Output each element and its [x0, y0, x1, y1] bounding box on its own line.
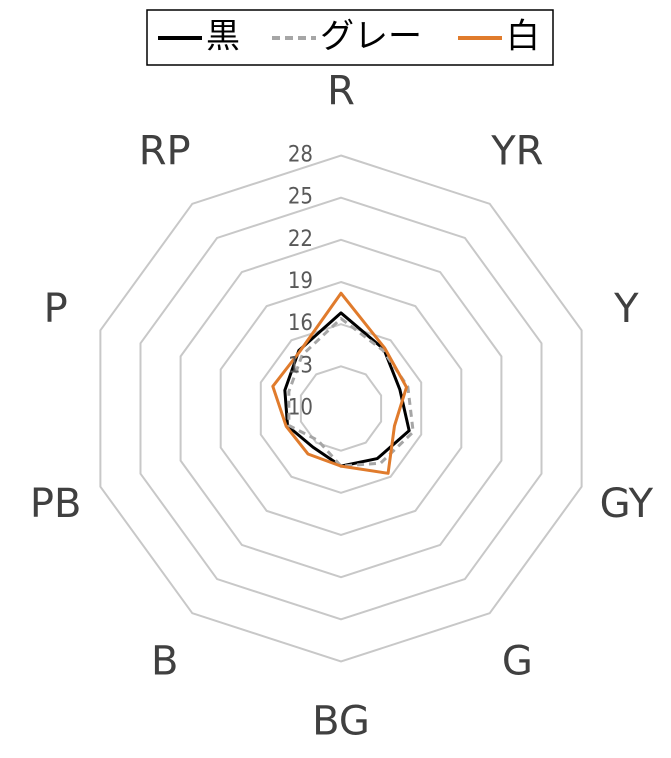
r-tick-label: 25 — [288, 185, 313, 210]
series-line — [271, 291, 409, 475]
r-tick-label: 10 — [288, 396, 313, 421]
category-label: BG — [312, 699, 370, 745]
category-label: Y — [613, 286, 639, 332]
category-label: P — [44, 286, 68, 332]
grid-ring — [219, 280, 463, 537]
category-label: YR — [490, 129, 543, 175]
grid-ring — [259, 323, 423, 494]
grid-ring — [179, 238, 503, 579]
grid-ring — [139, 196, 543, 621]
r-tick-label: 28 — [288, 143, 313, 168]
r-tick-label: 13 — [288, 353, 313, 378]
r-tick-label: 16 — [288, 311, 313, 336]
grid-ring — [99, 154, 583, 663]
legend-label: 白 — [506, 17, 540, 57]
legend-label: 黒 — [206, 17, 240, 57]
category-label: GY — [600, 481, 654, 527]
category-label: B — [151, 638, 178, 684]
legend-label: グレー — [320, 17, 422, 57]
category-label: G — [502, 638, 533, 684]
r-tick-label: 22 — [288, 227, 313, 252]
category-label: PB — [30, 481, 82, 527]
category-label: R — [327, 69, 355, 115]
r-tick-label: 19 — [288, 269, 313, 294]
category-label: RP — [139, 129, 191, 175]
grid-ring — [299, 365, 383, 452]
series-line — [287, 317, 415, 468]
